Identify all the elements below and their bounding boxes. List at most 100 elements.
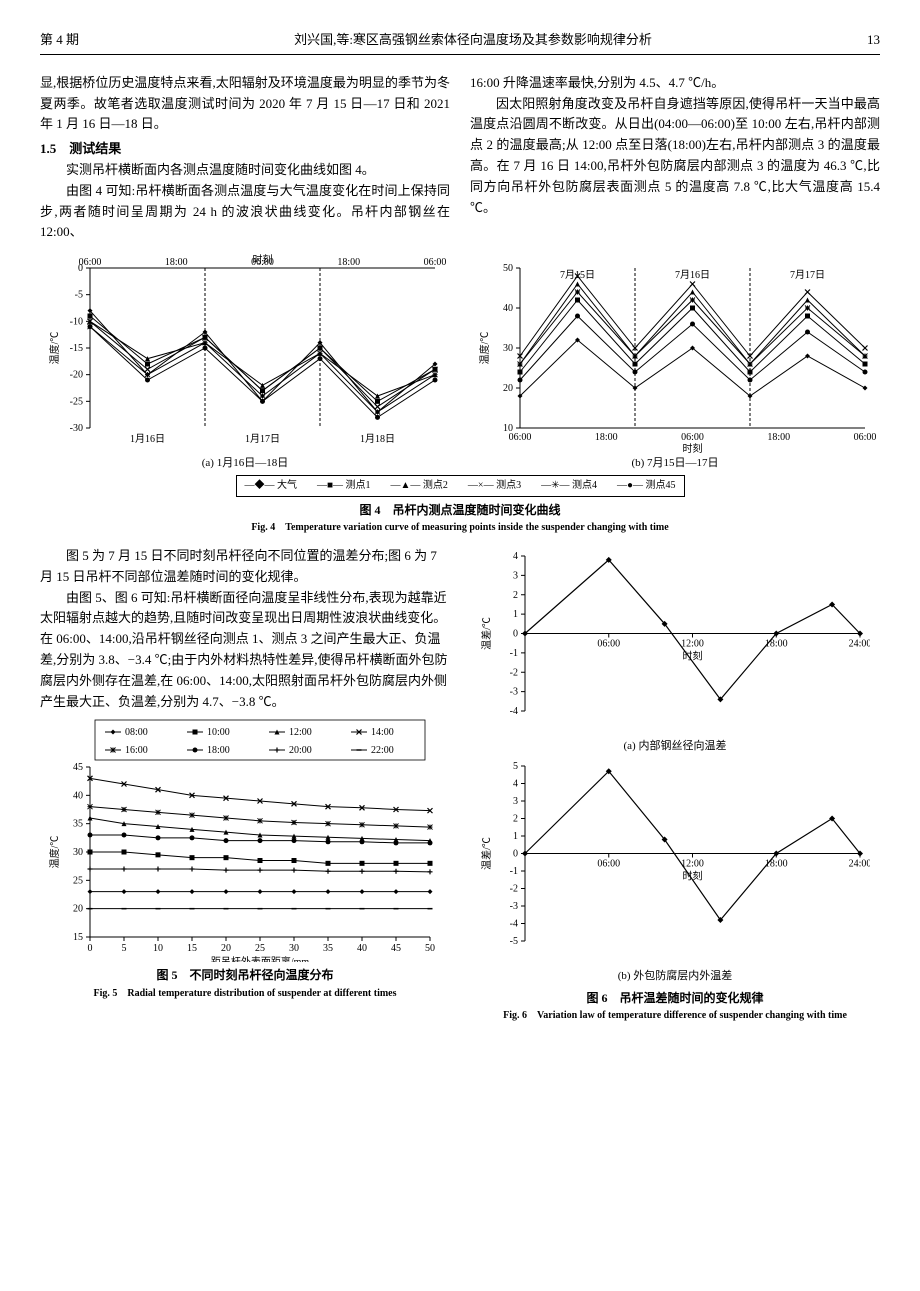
fig5-chart: 0510152025303540455015202530354045距吊杆外表面… <box>40 712 440 962</box>
svg-text:温度/℃: 温度/℃ <box>48 332 61 365</box>
svg-text:10:00: 10:00 <box>207 727 230 738</box>
fig6-caption-en: Fig. 6 Variation law of temperature diff… <box>470 1008 880 1024</box>
svg-text:-4: -4 <box>510 918 518 929</box>
svg-text:45: 45 <box>391 943 401 954</box>
svg-text:5: 5 <box>122 943 127 954</box>
fig4a-chart: 0-5-10-15-20-25-3006:0018:0006:0018:0006… <box>40 253 450 453</box>
fig4b-container: 102030405006:0018:0006:0018:0006:007月15日… <box>470 253 880 473</box>
svg-text:-10: -10 <box>70 317 83 328</box>
svg-text:20: 20 <box>503 383 513 394</box>
section-1-5: 1.5 测试结果 <box>40 139 450 160</box>
svg-text:0: 0 <box>513 628 518 639</box>
svg-text:06:00: 06:00 <box>681 432 704 443</box>
svg-text:-3: -3 <box>510 687 518 698</box>
svg-text:1月18日: 1月18日 <box>360 433 395 445</box>
svg-text:35: 35 <box>73 819 83 830</box>
fig5-caption-cn: 图 5 不同时刻吊杆径向温度分布 <box>40 966 450 985</box>
svg-text:温差/℃: 温差/℃ <box>480 617 493 650</box>
svg-text:06:00: 06:00 <box>509 432 532 443</box>
svg-text:40: 40 <box>73 791 83 802</box>
svg-text:2: 2 <box>513 813 518 824</box>
svg-text:16:00: 16:00 <box>125 745 148 756</box>
svg-text:温度/℃: 温度/℃ <box>478 332 491 365</box>
svg-text:20: 20 <box>73 904 83 915</box>
svg-text:3: 3 <box>513 796 518 807</box>
para-7: 由图 5、图 6 可知:吊杆横断面径向温度呈非线性分布,表现为越靠近太阳辐射点越… <box>40 588 450 713</box>
svg-text:-4: -4 <box>510 706 518 717</box>
svg-text:06:00: 06:00 <box>597 638 620 649</box>
svg-text:时刻: 时刻 <box>683 442 703 453</box>
fig4-caption-en: Fig. 4 Temperature variation curve of me… <box>40 520 880 536</box>
svg-text:20:00: 20:00 <box>289 745 312 756</box>
svg-text:-15: -15 <box>70 343 83 354</box>
running-title: 刘兴国,等:寒区高强钢丝索体径向温度场及其参数影响规律分析 <box>294 30 652 51</box>
para-6: 图 5 为 7 月 15 日不同时刻吊杆径向不同位置的温差分布;图 6 为 7 … <box>40 546 450 588</box>
svg-text:24:00: 24:00 <box>849 858 870 869</box>
lower-section: 图 5 为 7 月 15 日不同时刻吊杆径向不同位置的温差分布;图 6 为 7 … <box>40 546 880 1034</box>
svg-text:06:00: 06:00 <box>854 432 877 443</box>
svg-text:20: 20 <box>221 943 231 954</box>
svg-text:45: 45 <box>73 762 83 773</box>
svg-text:时刻: 时刻 <box>253 253 273 266</box>
svg-text:-1: -1 <box>510 866 518 877</box>
svg-text:30: 30 <box>503 343 513 354</box>
figure-4-charts: 0-5-10-15-20-25-3006:0018:0006:0018:0006… <box>40 253 880 473</box>
svg-text:4: 4 <box>513 778 518 789</box>
svg-text:1: 1 <box>513 609 518 620</box>
svg-text:50: 50 <box>503 263 513 274</box>
svg-text:50: 50 <box>425 943 435 954</box>
svg-text:06:00: 06:00 <box>424 257 447 268</box>
fig6b-subcaption: (b) 外包防腐层内外温差 <box>470 968 880 986</box>
svg-text:7月17日: 7月17日 <box>790 269 825 281</box>
svg-text:1: 1 <box>513 831 518 842</box>
svg-text:3: 3 <box>513 570 518 581</box>
svg-text:24:00: 24:00 <box>849 638 870 649</box>
svg-text:15: 15 <box>187 943 197 954</box>
svg-text:-25: -25 <box>70 397 83 408</box>
svg-text:2: 2 <box>513 590 518 601</box>
para-3: 由图 4 可知:吊杆横断面各测点温度与大气温度变化在时间上保持同步,两者随时间呈… <box>40 181 450 243</box>
svg-text:0: 0 <box>88 943 93 954</box>
para-2: 实测吊杆横断面内各测点温度随时间变化曲线如图 4。 <box>40 160 450 181</box>
svg-text:35: 35 <box>323 943 333 954</box>
svg-text:距吊杆外表面距离/mm: 距吊杆外表面距离/mm <box>211 955 310 962</box>
svg-text:12:00: 12:00 <box>681 638 704 649</box>
svg-text:25: 25 <box>255 943 265 954</box>
fig4a-container: 0-5-10-15-20-25-3006:0018:0006:0018:0006… <box>40 253 450 473</box>
svg-text:22:00: 22:00 <box>371 745 394 756</box>
fig4a-subcaption: (a) 1月16日—18日 <box>40 455 450 473</box>
svg-text:-20: -20 <box>70 370 83 381</box>
svg-text:0: 0 <box>513 848 518 859</box>
top-text-columns: 显,根据桥位历史温度特点来看,太阳辐射及环境温度最为明显的季节为冬夏两季。故笔者… <box>40 73 880 243</box>
left-column: 显,根据桥位历史温度特点来看,太阳辐射及环境温度最为明显的季节为冬夏两季。故笔者… <box>40 73 450 243</box>
svg-text:18:00: 18:00 <box>767 432 790 443</box>
svg-text:1月16日: 1月16日 <box>130 433 165 445</box>
fig4b-chart: 102030405006:0018:0006:0018:0006:007月15日… <box>470 253 880 453</box>
svg-text:14:00: 14:00 <box>371 727 394 738</box>
svg-text:温度/℃: 温度/℃ <box>48 836 61 869</box>
fig6a-chart: -4-3-2-10123406:0012:0018:0024:00时刻温差/℃ <box>470 546 870 736</box>
svg-text:-30: -30 <box>70 423 83 434</box>
svg-text:-5: -5 <box>75 290 83 301</box>
page-number: 13 <box>867 30 880 51</box>
svg-text:-5: -5 <box>510 936 518 947</box>
svg-text:30: 30 <box>73 847 83 858</box>
svg-text:18:00: 18:00 <box>765 638 788 649</box>
fig4-legend: —◆— 大气 —■— 测点1 —▲— 测点2 —×— 测点3 —✳— 测点4 —… <box>236 475 685 497</box>
svg-text:18:00: 18:00 <box>337 257 360 268</box>
lower-left: 图 5 为 7 月 15 日不同时刻吊杆径向不同位置的温差分布;图 6 为 7 … <box>40 546 450 1034</box>
svg-text:30: 30 <box>289 943 299 954</box>
issue-label: 第 4 期 <box>40 30 79 51</box>
svg-text:18:00: 18:00 <box>765 858 788 869</box>
fig6a-subcaption: (a) 内部钢丝径向温差 <box>470 738 880 756</box>
svg-text:-2: -2 <box>510 883 518 894</box>
svg-text:12:00: 12:00 <box>289 727 312 738</box>
svg-text:7月15日: 7月15日 <box>560 269 595 281</box>
svg-text:40: 40 <box>357 943 367 954</box>
right-column: 16:00 升降温速率最快,分别为 4.5、4.7 ℃/h。 因太阳照射角度改变… <box>470 73 880 243</box>
svg-text:7月16日: 7月16日 <box>675 269 710 281</box>
svg-text:15: 15 <box>73 932 83 943</box>
svg-text:-2: -2 <box>510 667 518 678</box>
svg-text:06:00: 06:00 <box>597 858 620 869</box>
svg-text:18:00: 18:00 <box>595 432 618 443</box>
